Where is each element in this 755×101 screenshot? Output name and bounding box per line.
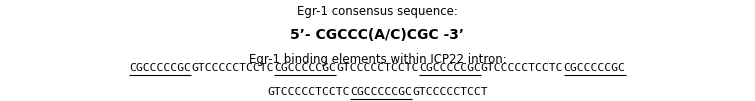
- Text: CGCCCCCGC: CGCCCCCGC: [274, 63, 336, 73]
- Text: Egr-1 consensus sequence:: Egr-1 consensus sequence:: [297, 5, 458, 18]
- Text: GTCCCCCTCCT: GTCCCCCTCCT: [412, 87, 488, 97]
- Text: CGCCCCCGC: CGCCCCCGC: [563, 63, 625, 73]
- Text: CGCCCCCGC: CGCCCCCGC: [419, 63, 481, 73]
- Text: Egr-1 binding elements within ICP22 intron:: Egr-1 binding elements within ICP22 intr…: [248, 53, 507, 66]
- Text: GTCCCCCTCCTC: GTCCCCCTCCTC: [336, 63, 419, 73]
- Text: 5’- CGCCC(A/C)CGC -3’: 5’- CGCCC(A/C)CGC -3’: [291, 28, 464, 42]
- Text: CGCCCCCGC: CGCCCCCGC: [350, 87, 411, 97]
- Text: CGCCCCCGC: CGCCCCCGC: [129, 63, 191, 73]
- Text: GTCCCCCTCCTC: GTCCCCCTCCTC: [481, 63, 563, 73]
- Text: GTCCCCCTCCTC: GTCCCCCTCCTC: [267, 87, 350, 97]
- Text: GTCCCCCTCCTC: GTCCCCCTCCTC: [192, 63, 274, 73]
